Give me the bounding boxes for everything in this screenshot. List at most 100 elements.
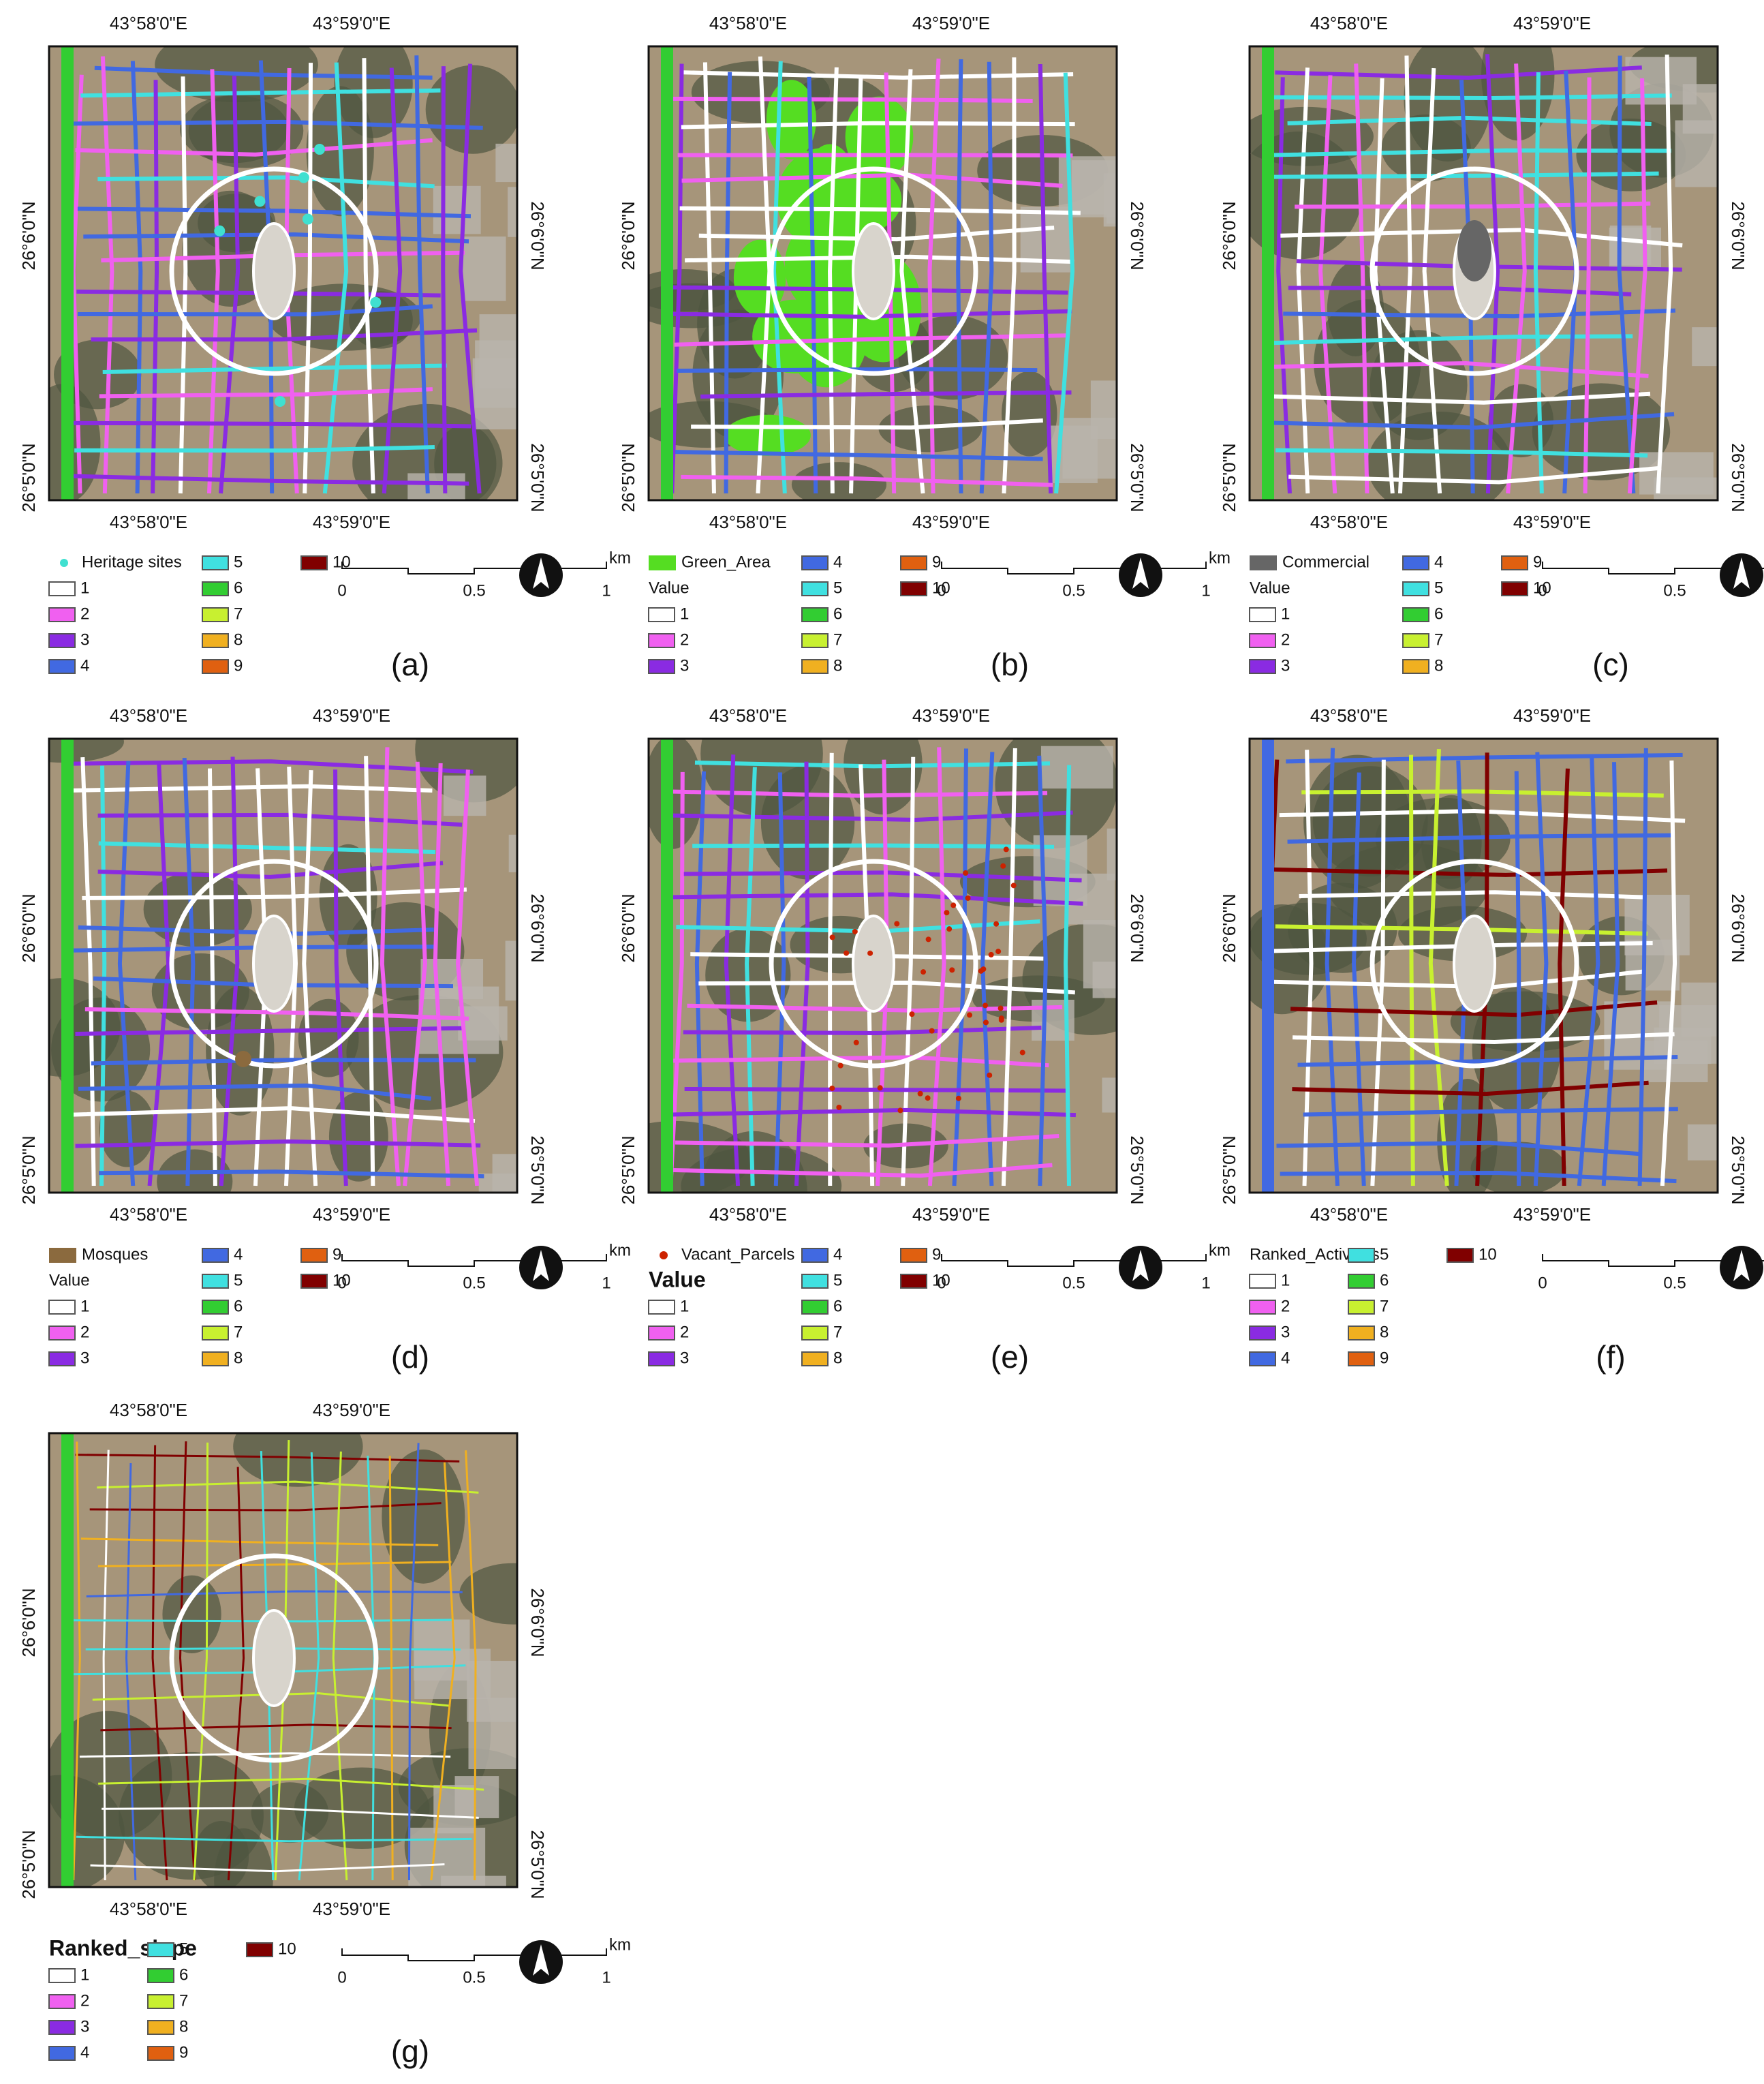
legend-swatch xyxy=(1249,1300,1276,1315)
road xyxy=(77,206,471,219)
scale-unit: km xyxy=(609,549,631,567)
legend-label: 10 xyxy=(932,579,950,597)
legend-layer: Green_Area xyxy=(681,553,771,571)
urban-area xyxy=(1692,327,1718,367)
road xyxy=(78,1083,431,1101)
scale-label: 0.5 xyxy=(1062,581,1085,600)
longitude-label: 43°59'0"E xyxy=(313,13,390,33)
road xyxy=(100,1723,452,1732)
legend-swatch xyxy=(801,607,829,622)
road xyxy=(1295,201,1651,209)
road xyxy=(79,1752,451,1758)
north-arrow-needle xyxy=(1733,1250,1750,1281)
map-area xyxy=(49,739,517,1193)
point-feature xyxy=(1003,846,1009,853)
legend-label: 9 xyxy=(1380,1349,1389,1367)
road xyxy=(1506,63,1527,494)
legend-label: 5 xyxy=(1434,579,1443,597)
point-feature xyxy=(894,921,900,927)
map-panel: 43°58'0"E 43°58'0"E 43°59'0"E 43°59'0"E 26°6… xyxy=(1219,13,1764,682)
legend-label: 5 xyxy=(833,1271,842,1289)
legend-label: 3 xyxy=(1281,1323,1290,1341)
latitude-label: 26°6'0"N xyxy=(1219,201,1239,270)
latitude-label: 26°6'0"N xyxy=(1728,893,1748,962)
map-frame xyxy=(647,737,1118,1194)
scale-unit: km xyxy=(609,1935,631,1954)
legend-label: 7 xyxy=(1380,1297,1389,1315)
panel-label: (d) xyxy=(391,1339,429,1375)
road xyxy=(303,63,313,494)
vegetation xyxy=(328,1092,388,1182)
legend-label: 4 xyxy=(234,1245,243,1263)
legend-label: 1 xyxy=(80,579,89,597)
legend-swatch xyxy=(801,659,829,674)
urban-area xyxy=(1687,1124,1718,1161)
road xyxy=(219,76,241,494)
road xyxy=(669,892,1083,906)
road xyxy=(102,1450,110,1881)
road xyxy=(1617,55,1636,494)
urban-area xyxy=(1102,1077,1117,1113)
longitude-label: 43°59'0"E xyxy=(912,1204,990,1225)
north-arrow-needle xyxy=(1132,1250,1149,1281)
road xyxy=(1533,72,1544,494)
legend-swatch xyxy=(1249,1274,1276,1289)
legend-heading: Ranked_slope xyxy=(49,1935,197,1960)
latitude-label: 26°5'0"N xyxy=(1127,1135,1147,1204)
legend-layer: Vacant_Parcels xyxy=(681,1245,794,1263)
urban-area xyxy=(433,185,481,234)
legend-label: 9 xyxy=(234,656,243,675)
legend-swatch xyxy=(48,581,76,596)
point-feature xyxy=(852,928,858,934)
north-arrow-needle xyxy=(533,1944,549,1976)
panel-label: (f) xyxy=(1596,1339,1625,1375)
legend-swatch xyxy=(202,1300,229,1315)
point-feature xyxy=(965,895,971,901)
legend-label: 7 xyxy=(179,1991,188,2010)
point-feature xyxy=(254,196,266,207)
road xyxy=(78,925,434,936)
road xyxy=(66,474,469,486)
urban-area xyxy=(1625,939,1680,991)
north-arrow-needle xyxy=(1132,557,1149,589)
green-area xyxy=(724,414,811,456)
legend-label: 6 xyxy=(234,579,243,597)
road xyxy=(1409,754,1415,1186)
road xyxy=(692,843,1055,849)
legend-label: 4 xyxy=(833,553,842,571)
legend-label: 6 xyxy=(833,1297,842,1315)
legend-swatch xyxy=(1249,633,1276,648)
latitude-label: 26°5'0"N xyxy=(18,443,39,512)
legend-label: 1 xyxy=(680,604,689,623)
map-panel: 43°58'0"E 43°58'0"E 43°59'0"E 43°59'0"E 26°6… xyxy=(618,13,1231,682)
road xyxy=(298,1452,320,1881)
legend-swatch xyxy=(48,1994,76,2009)
vegetation xyxy=(233,1433,363,1487)
legend-label: 7 xyxy=(833,630,842,649)
ring-road xyxy=(769,166,978,376)
longitude-label: 43°59'0"E xyxy=(313,1899,390,1919)
road xyxy=(1054,72,1075,494)
urban-area xyxy=(420,958,484,1000)
point-feature xyxy=(967,1012,973,1018)
road xyxy=(91,1058,476,1066)
map-area xyxy=(649,739,1117,1193)
latitude-label: 26°5'0"N xyxy=(1728,443,1748,512)
road xyxy=(694,771,707,1186)
legend-label: 5 xyxy=(833,579,842,597)
road xyxy=(67,420,471,429)
point-feature xyxy=(877,1085,883,1091)
scale-label: 1 xyxy=(602,581,610,600)
road xyxy=(125,1463,137,1881)
legend-label: 10 xyxy=(932,1271,950,1289)
longitude-label: 43°58'0"E xyxy=(110,705,187,726)
road xyxy=(465,1450,477,1881)
longitude-label: 43°59'0"E xyxy=(313,1204,390,1225)
legend-swatch xyxy=(801,1300,829,1315)
legend-swatch xyxy=(801,1351,829,1366)
urban-area xyxy=(475,340,517,408)
western-road xyxy=(61,1433,74,1887)
point-feature xyxy=(982,1002,989,1009)
longitude-label: 43°59'0"E xyxy=(1513,705,1591,726)
road xyxy=(91,328,478,342)
